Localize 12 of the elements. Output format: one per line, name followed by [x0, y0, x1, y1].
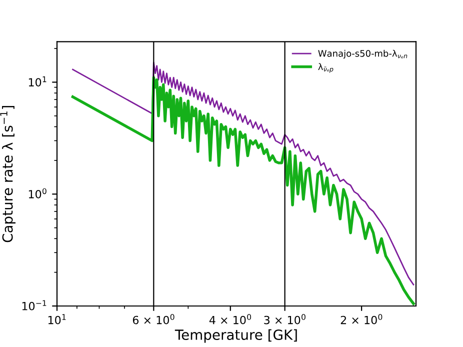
x-tick-label: 3 × 10$^{0}$ — [264, 314, 306, 324]
x-tick-label: 10$^{1}$ — [48, 314, 66, 324]
x-tick-label: 2 × 10$^{0}$ — [340, 314, 382, 324]
y-tick-label: 10$^{1}$ — [28, 76, 46, 86]
legend-label: Wanajo-s50-mb-λ$_{νₑn}$ — [318, 50, 408, 59]
x-tick-label: 4 × 10$^{0}$ — [209, 314, 252, 324]
x-axis-title: Temperature [GK] — [174, 329, 297, 343]
y-tick-label: 10$^{0}$ — [28, 188, 46, 198]
y-axis-title: Capture rate λ [s$^{−1}$] — [0, 106, 16, 242]
legend-label: λ$_{ν̄ₑp}$ — [318, 63, 334, 73]
y-tick-label: 10$^{−1}$ — [22, 300, 46, 310]
x-tick-label: 6 × 10$^{0}$ — [132, 314, 174, 324]
